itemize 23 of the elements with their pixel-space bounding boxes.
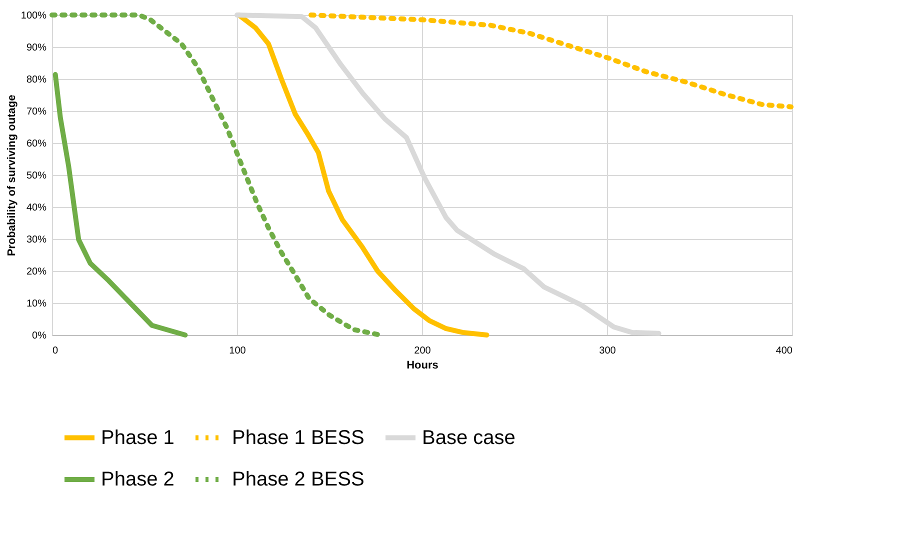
y-tick-label: 60%: [26, 138, 47, 150]
y-tick-label: 40%: [26, 202, 47, 214]
x-tick-label: 400: [776, 346, 793, 356]
legend-label: Phase 1 BESS: [232, 426, 364, 449]
y-tick-label: 30%: [26, 234, 47, 246]
x-tick-label: 100: [229, 346, 246, 356]
y-tick-label: 50%: [26, 170, 47, 182]
x-tick-label: 200: [414, 346, 432, 356]
y-tick-label: 0%: [32, 330, 47, 342]
legend-label: Base case: [422, 426, 516, 449]
legend-label: Phase 2 BESS: [232, 468, 364, 490]
x-tick-label: 300: [599, 346, 616, 356]
y-axis-title: Probability of surviving outage: [6, 94, 18, 256]
y-tick-label: 80%: [26, 74, 47, 86]
x-axis-title: Hours: [406, 360, 438, 372]
y-tick-label: 90%: [26, 42, 47, 54]
y-tick-label: 100%: [20, 10, 47, 22]
legend-label: Phase 2: [101, 468, 174, 490]
y-tick-label: 70%: [26, 106, 47, 118]
y-tick-label: 20%: [26, 266, 47, 278]
y-tick-label: 10%: [26, 298, 47, 310]
legend-label: Phase 1: [101, 426, 174, 449]
x-tick-label: 0: [52, 346, 58, 356]
